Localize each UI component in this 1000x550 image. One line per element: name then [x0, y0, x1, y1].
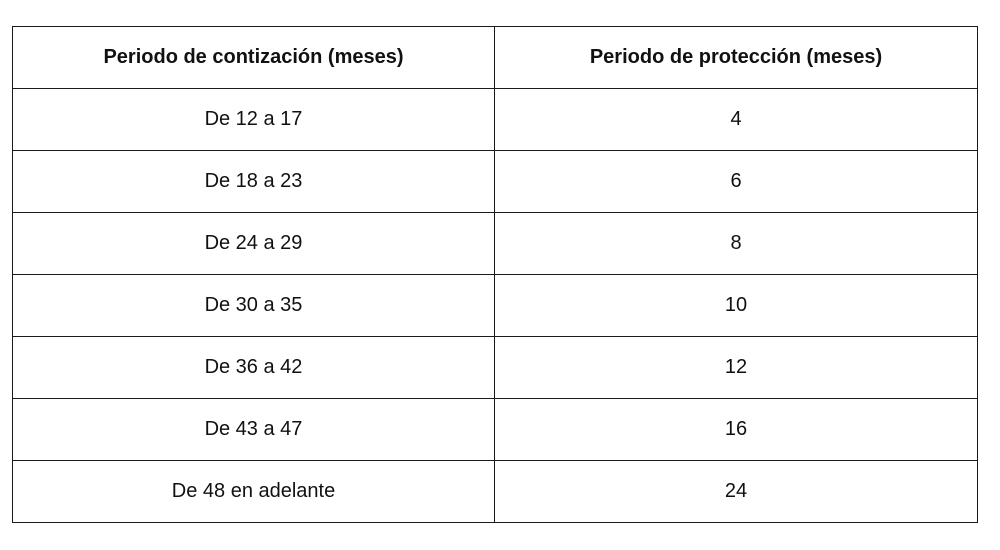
- cell-contribution-range: De 43 a 47: [12, 398, 495, 461]
- header-protection-period: Periodo de protección (meses): [494, 26, 978, 89]
- cell-protection-months: 4: [494, 88, 978, 151]
- table-row: De 36 a 42 12: [12, 336, 978, 399]
- table-row: De 24 a 29 8: [12, 212, 978, 275]
- cell-protection-months: 12: [494, 336, 978, 399]
- table-header: Periodo de contización (meses) Periodo d…: [12, 26, 978, 89]
- cell-protection-months: 8: [494, 212, 978, 275]
- cell-contribution-range: De 36 a 42: [12, 336, 495, 399]
- cell-contribution-range: De 48 en adelante: [12, 460, 495, 523]
- cell-protection-months: 24: [494, 460, 978, 523]
- table-row: De 18 a 23 6: [12, 150, 978, 213]
- table-row: De 43 a 47 16: [12, 398, 978, 461]
- cell-contribution-range: De 24 a 29: [12, 212, 495, 275]
- cell-contribution-range: De 30 a 35: [12, 274, 495, 337]
- cell-contribution-range: De 18 a 23: [12, 150, 495, 213]
- table-row: De 48 en adelante 24: [12, 460, 978, 523]
- cell-protection-months: 6: [494, 150, 978, 213]
- cell-contribution-range: De 12 a 17: [12, 88, 495, 151]
- cell-protection-months: 10: [494, 274, 978, 337]
- header-contribution-period: Periodo de contización (meses): [12, 26, 495, 89]
- cell-protection-months: 16: [494, 398, 978, 461]
- table-row: De 12 a 17 4: [12, 88, 978, 151]
- protection-period-table: Periodo de contización (meses) Periodo d…: [12, 26, 978, 523]
- table-row: De 30 a 35 10: [12, 274, 978, 337]
- table-container: Periodo de contización (meses) Periodo d…: [12, 26, 978, 523]
- table-body: De 12 a 17 4 De 18 a 23 6 De 24 a 29 8 D…: [12, 88, 978, 523]
- header-row: Periodo de contización (meses) Periodo d…: [12, 26, 978, 89]
